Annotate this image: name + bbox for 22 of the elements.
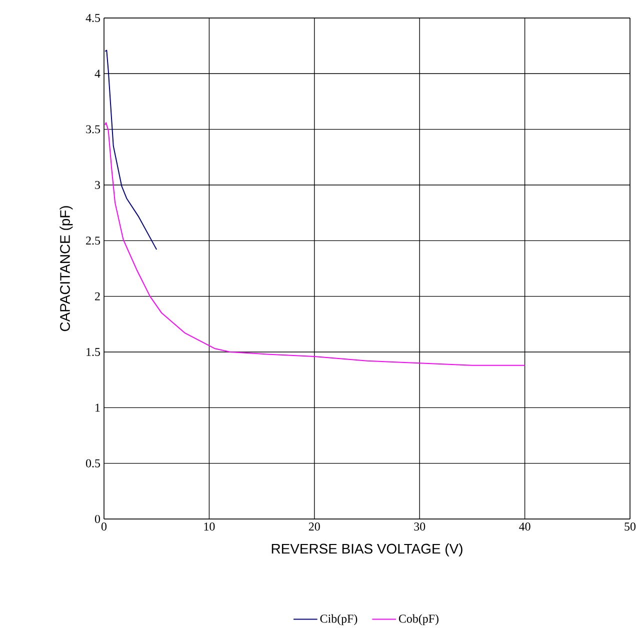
x-tick-label: 20 — [308, 522, 320, 531]
y-axis-title: CAPACITANCE (pF) — [60, 206, 73, 332]
y-tick-label: 2 — [95, 292, 100, 300]
y-tick-label: 1.5 — [86, 348, 100, 356]
y-tick-label: 3 — [95, 180, 100, 190]
line-series — [104, 50, 158, 250]
y-tick-label: 1 — [96, 404, 100, 412]
line-series — [104, 122, 526, 366]
y-tick-label: 3.5 — [86, 125, 100, 134]
y-tick-label: 4 — [94, 70, 100, 78]
y-tick-label: 4.5 — [86, 14, 100, 22]
y-tick-label: 2.5 — [86, 236, 100, 245]
x-tick-label: 0 — [101, 522, 107, 531]
x-tick-label: 30 — [414, 522, 426, 531]
legend-label: Cob(pF) — [398, 614, 438, 626]
x-axis-title: REVERSE BIAS VOLTAGE (V) — [272, 543, 462, 556]
y-tick-label: 0.5 — [86, 459, 100, 468]
legend-label: Cib(pF) — [320, 614, 358, 626]
x-tick-label: 50 — [624, 522, 636, 531]
x-tick-label: 40 — [519, 522, 530, 531]
x-tick-label: 10 — [204, 522, 215, 531]
y-tick-label: 0 — [94, 514, 100, 524]
